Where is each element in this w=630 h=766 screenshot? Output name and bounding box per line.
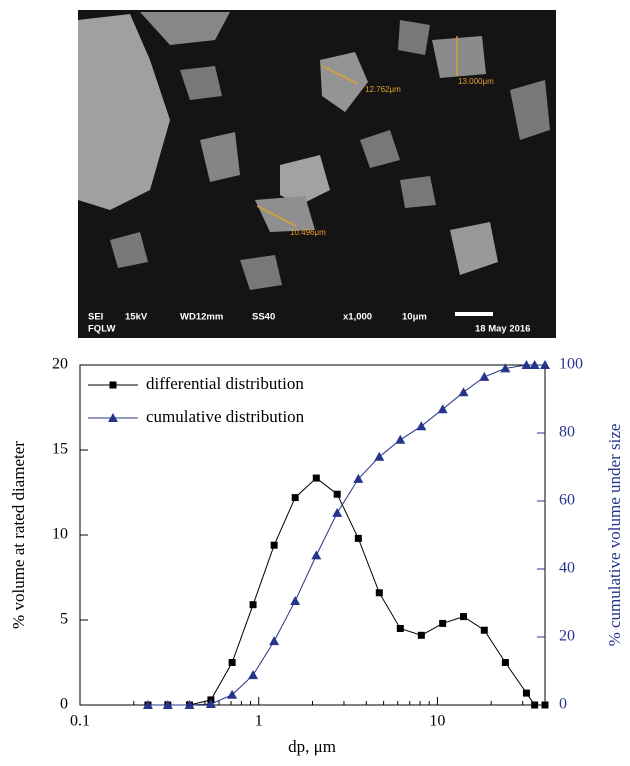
triangle-marker: [458, 387, 469, 397]
triangle-marker: [500, 363, 511, 373]
square-marker: [270, 541, 278, 549]
triangle-marker: [332, 507, 343, 517]
square-marker: [109, 381, 117, 389]
square-marker: [354, 534, 362, 542]
scale-bar: [455, 312, 493, 316]
y-tick-label: 5: [60, 611, 68, 628]
square-marker: [531, 701, 539, 709]
triangle-marker: [227, 689, 238, 699]
y-axis-label: % volume at rated diameter: [9, 441, 28, 629]
particles: [78, 12, 550, 290]
square-marker: [417, 631, 425, 639]
triangle-marker: [108, 413, 118, 422]
legend-label: differential distribution: [146, 374, 304, 393]
square-marker: [460, 613, 468, 621]
y-tick-label: 15: [52, 441, 68, 458]
square-marker: [228, 659, 236, 666]
triangle-marker: [184, 700, 195, 709]
square-marker: [291, 494, 299, 502]
triangle-marker: [540, 360, 550, 369]
square-marker: [249, 601, 257, 609]
triangle-marker: [142, 700, 153, 709]
triangle-marker: [521, 360, 532, 369]
y2-tick-label: 80: [559, 424, 575, 441]
triangle-marker: [162, 700, 173, 709]
y2-axis-label: % cumulative volume under size: [605, 424, 624, 647]
x-tick-label: 0.1: [70, 713, 90, 730]
triangle-marker: [311, 550, 322, 560]
triangle-marker: [290, 595, 301, 605]
y2-tick-label: 60: [559, 492, 575, 509]
info-text: 10μm: [402, 312, 427, 323]
triangle-marker: [395, 434, 406, 444]
info-text: 15kV: [125, 312, 148, 323]
square-marker: [522, 689, 530, 697]
measurement-label: 13.000μm: [458, 77, 494, 86]
triangle-marker: [529, 360, 540, 369]
x-axis-label: dp, μm: [288, 737, 336, 756]
triangle-marker: [416, 421, 427, 431]
y2-tick-label: 20: [559, 628, 575, 645]
info-text: x1,000: [343, 312, 372, 323]
triangle-marker: [374, 451, 385, 461]
triangle-marker: [437, 404, 448, 414]
square-marker: [333, 490, 341, 498]
measure-lines: [256, 36, 458, 227]
triangle-marker: [479, 371, 490, 381]
info-text: SS40: [252, 312, 275, 323]
triangle-marker: [353, 473, 364, 483]
info-text: 18 May 2016: [475, 324, 530, 335]
triangle-marker: [269, 636, 280, 646]
info-text: WD12mm: [180, 312, 223, 323]
y-tick-label: 0: [60, 696, 68, 713]
x-tick-label: 1: [255, 713, 263, 730]
y-tick-label: 10: [52, 526, 68, 543]
square-marker: [541, 701, 549, 709]
measurement-label: 12.762μm: [365, 85, 401, 94]
micrograph: 12.762μm 13.000μm 10.496μm SEI 15kV WD12…: [78, 10, 556, 338]
y2-tick-label: 40: [559, 560, 575, 577]
measurement-label: 10.496μm: [290, 228, 326, 237]
legend-label: cumulative distribution: [146, 407, 305, 426]
square-marker: [501, 659, 509, 666]
series-line: [147, 477, 545, 706]
info-text: SEI: [88, 312, 103, 323]
square-marker: [480, 626, 488, 634]
y2-tick-label: 100: [559, 356, 583, 373]
square-marker: [312, 474, 320, 482]
y-tick-label: 20: [52, 356, 68, 373]
square-marker: [375, 589, 383, 597]
triangle-marker: [205, 698, 216, 708]
y2-tick-label: 0: [559, 696, 567, 713]
square-marker: [396, 625, 404, 632]
x-tick-label: 10: [429, 713, 445, 730]
square-marker: [439, 619, 447, 627]
info-text: FQLW: [88, 324, 115, 335]
triangle-marker: [248, 670, 259, 680]
